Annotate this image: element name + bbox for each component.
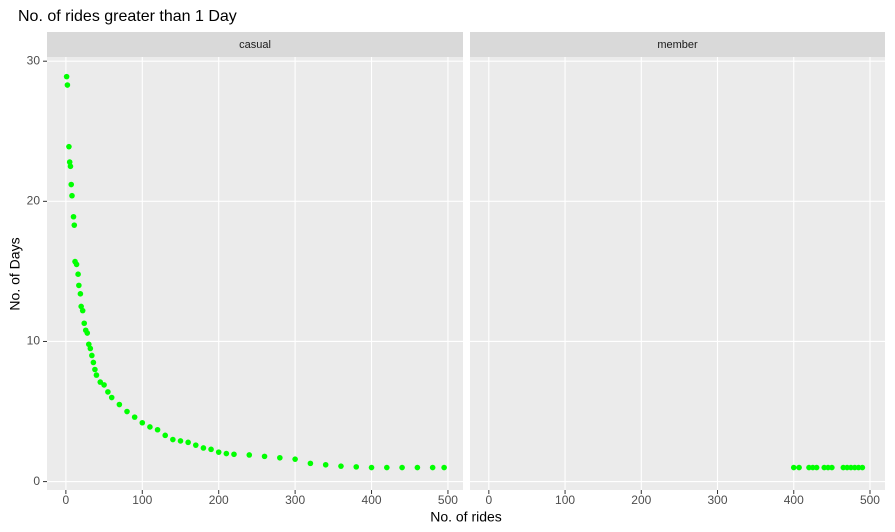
panel-background <box>47 57 463 490</box>
x-tick-label: 200 <box>209 493 229 507</box>
point <box>177 438 184 444</box>
point <box>246 452 253 458</box>
x-tick-label: 100 <box>555 493 575 507</box>
point <box>208 446 214 453</box>
strip-background <box>47 32 463 57</box>
point <box>368 464 375 471</box>
point <box>147 424 153 430</box>
point <box>66 159 73 165</box>
point <box>200 445 207 451</box>
point <box>353 464 360 470</box>
y-tick-label: 20 <box>27 194 41 208</box>
point <box>399 464 405 471</box>
point <box>139 419 146 426</box>
point <box>231 451 237 458</box>
y-axis-label: No. of Days <box>7 237 23 310</box>
x-tick-label: 0 <box>63 493 70 507</box>
point <box>215 449 222 455</box>
x-tick-label: 400 <box>362 493 382 507</box>
strip-label: casual <box>239 39 271 51</box>
point <box>89 352 95 359</box>
point <box>116 401 123 408</box>
panel-background <box>470 57 885 490</box>
point <box>87 345 94 352</box>
x-tick-label: 300 <box>708 493 728 507</box>
point <box>384 464 390 471</box>
point <box>92 366 98 373</box>
point <box>338 463 344 469</box>
x-tick-label: 500 <box>438 493 458 507</box>
y-tick-label: 0 <box>33 474 40 488</box>
point <box>81 320 88 327</box>
point <box>75 271 81 278</box>
strip-label: member <box>657 39 698 51</box>
point <box>90 359 97 366</box>
point <box>71 222 78 228</box>
point <box>790 464 797 471</box>
point <box>76 282 82 289</box>
x-tick-label: 400 <box>784 493 804 507</box>
point <box>105 389 111 395</box>
point <box>185 439 191 446</box>
point <box>84 330 91 336</box>
x-tick-label: 200 <box>631 493 651 507</box>
point <box>829 464 835 471</box>
point <box>307 460 314 467</box>
point <box>170 436 176 443</box>
point <box>322 461 329 468</box>
point <box>292 456 298 462</box>
x-tick-label: 0 <box>485 493 492 507</box>
point <box>79 307 86 314</box>
point <box>131 414 138 420</box>
point <box>69 192 75 199</box>
point <box>66 143 72 150</box>
point <box>261 453 268 460</box>
point <box>796 464 802 471</box>
point <box>859 464 866 471</box>
chart-title: No. of rides greater than 1 Day <box>18 8 237 25</box>
strip-background <box>470 32 885 57</box>
point <box>813 464 820 471</box>
point <box>223 450 230 457</box>
point <box>108 394 115 401</box>
point <box>124 408 130 415</box>
y-tick-label: 10 <box>27 334 41 348</box>
point <box>441 464 447 471</box>
point <box>78 303 84 310</box>
point <box>67 163 74 170</box>
point <box>73 261 80 268</box>
point <box>93 372 100 378</box>
point <box>414 464 421 471</box>
x-tick-label: 500 <box>860 493 880 507</box>
point <box>192 442 199 448</box>
point <box>70 213 77 220</box>
point <box>63 73 70 80</box>
point <box>277 454 283 461</box>
point <box>101 382 107 388</box>
point <box>429 464 436 471</box>
point <box>154 426 161 433</box>
x-tick-label: 100 <box>132 493 152 507</box>
point <box>64 82 71 88</box>
x-tick-label: 300 <box>285 493 305 507</box>
point <box>85 341 92 348</box>
point <box>68 181 75 188</box>
point <box>77 291 84 297</box>
y-tick-label: 30 <box>27 53 41 67</box>
x-axis-label: No. of rides <box>430 509 502 525</box>
point <box>162 432 169 439</box>
